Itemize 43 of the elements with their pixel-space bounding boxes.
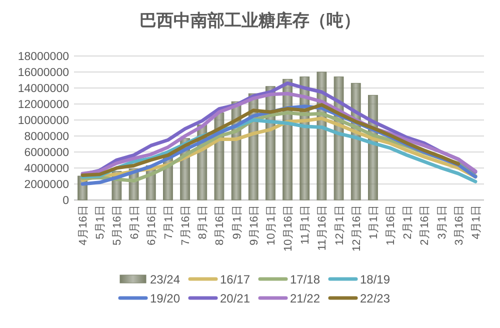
xtick: 12月1日 bbox=[334, 205, 346, 246]
xtick: 3月1日 bbox=[436, 205, 448, 240]
xtick: 2月16日 bbox=[419, 205, 432, 246]
ytick: 10000000 bbox=[18, 115, 69, 127]
xtick: 3月16日 bbox=[453, 205, 466, 246]
legend: 18/19 bbox=[360, 272, 390, 286]
xtick: 9月1日 bbox=[231, 205, 244, 240]
legend: 19/20 bbox=[150, 292, 180, 306]
legend: 17/18 bbox=[290, 272, 320, 286]
xtick: 4月16日 bbox=[78, 205, 90, 246]
legend: 16/17 bbox=[220, 272, 250, 286]
legend: 20/21 bbox=[220, 292, 250, 306]
ytick: 12000000 bbox=[18, 99, 69, 111]
ytick: 18000000 bbox=[18, 51, 69, 63]
xtick: 8月16日 bbox=[214, 205, 226, 246]
legend: 21/22 bbox=[290, 292, 320, 306]
ytick: 2000000 bbox=[24, 179, 69, 191]
title: 巴西中南部工业糖库存（吨） bbox=[140, 11, 360, 30]
xtick: 6月16日 bbox=[146, 205, 158, 246]
legend: 22/23 bbox=[360, 292, 390, 306]
xtick: 7月1日 bbox=[162, 205, 175, 240]
xtick: 11月16日 bbox=[316, 205, 329, 251]
xtick: 8月1日 bbox=[197, 205, 210, 240]
xtick: 1月16日 bbox=[385, 205, 398, 246]
ytick: 14000000 bbox=[18, 83, 69, 95]
xtick: 10月1日 bbox=[265, 205, 278, 246]
xtick: 4月1日 bbox=[470, 205, 482, 240]
xtick: 9月16日 bbox=[248, 205, 260, 246]
legend: 23/24 bbox=[150, 272, 180, 286]
ytick: 8000000 bbox=[24, 131, 69, 143]
xtick: 12月16日 bbox=[350, 205, 363, 252]
xtick: 2月1日 bbox=[402, 205, 414, 240]
xtick: 7月16日 bbox=[180, 205, 192, 246]
ytick: 6000000 bbox=[24, 147, 69, 159]
xtick: 10月16日 bbox=[282, 205, 295, 252]
xtick: 11月1日 bbox=[300, 205, 312, 245]
ytick: 0 bbox=[62, 195, 69, 207]
xtick: 1月1日 bbox=[368, 205, 380, 240]
ytick: 4000000 bbox=[24, 163, 69, 175]
ytick: 16000000 bbox=[18, 67, 69, 79]
xtick: 5月16日 bbox=[112, 205, 124, 246]
xtick: 5月1日 bbox=[94, 205, 107, 240]
xtick: 6月1日 bbox=[128, 205, 141, 240]
